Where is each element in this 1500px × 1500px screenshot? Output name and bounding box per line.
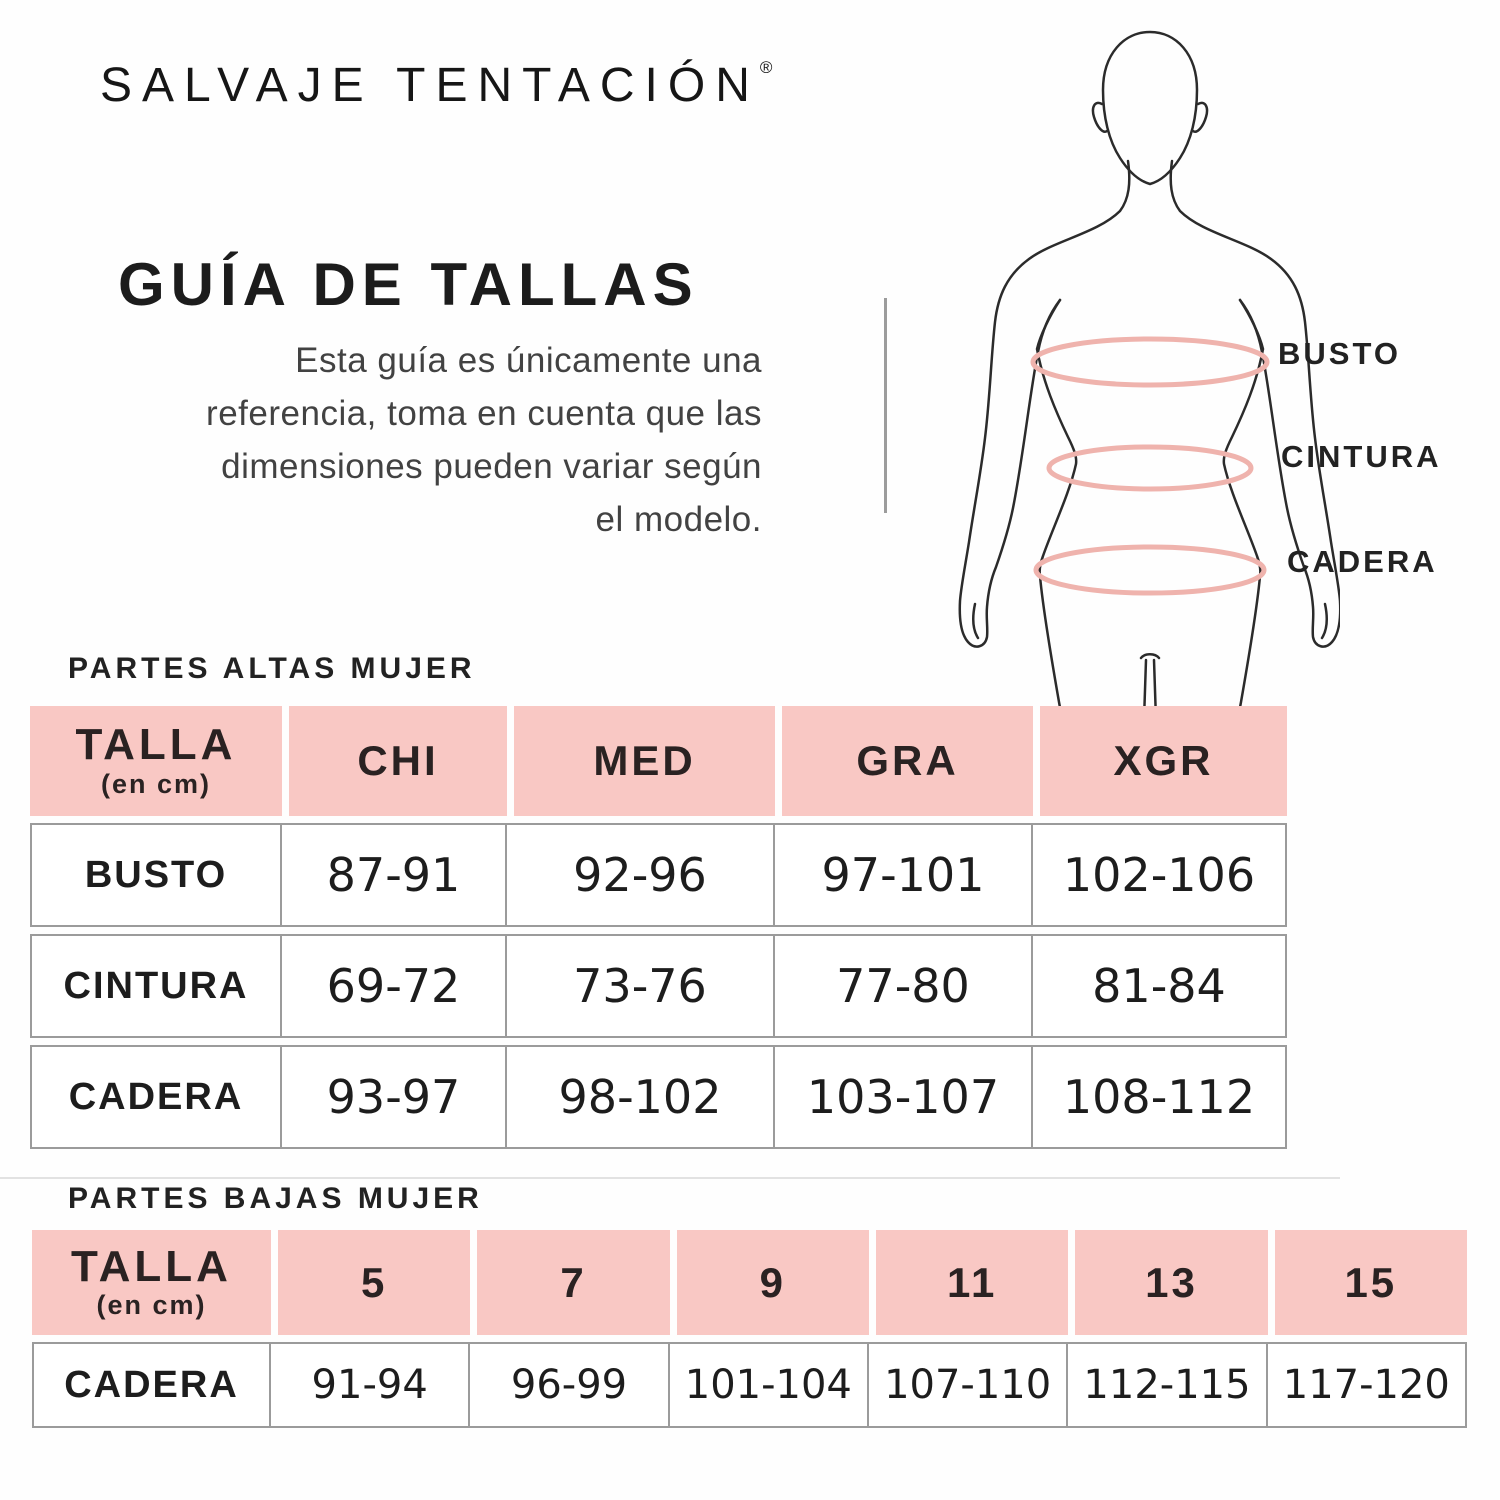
bust-measurement-line — [1030, 336, 1270, 388]
row-label-cell: CADERA — [30, 1045, 282, 1149]
bust-xgr-value: 102-106 — [1062, 848, 1256, 902]
waist-label: CINTURA — [1281, 439, 1442, 474]
size-chi: CHI — [357, 737, 439, 784]
value-cell: 96-99 — [470, 1342, 670, 1428]
waist-chi-value: 69-72 — [326, 959, 461, 1013]
bust-row-label: BUSTO — [84, 853, 228, 896]
value-cell: 101-104 — [669, 1342, 869, 1428]
hip-gra-value: 103-107 — [806, 1070, 1000, 1124]
value-cell: 91-94 — [271, 1342, 471, 1428]
talla-unit-label: (en cm) — [100, 768, 212, 799]
waist-row-label: CINTURA — [63, 964, 249, 1007]
table-row: CADERA 93-97 98-102 103-107 108-112 — [30, 1045, 1287, 1149]
upper-table-header-row: TALLA (en cm) CHI MED GRA XGR — [30, 706, 1287, 816]
hip-xgr-value: 108-112 — [1062, 1070, 1256, 1124]
hip-med-value: 98-102 — [558, 1070, 722, 1124]
size-med: MED — [593, 737, 696, 784]
value-cell: 87-91 — [282, 823, 507, 927]
table-row: CADERA 91-94 96-99 101-104 107-110 112-1… — [32, 1342, 1467, 1428]
waist-gra-value: 77-80 — [836, 959, 970, 1013]
hip-size13-value: 112-115 — [1083, 1362, 1251, 1408]
waist-xgr-value: 81-84 — [1092, 959, 1226, 1013]
value-cell: 102-106 — [1033, 823, 1287, 927]
table-row: BUSTO 87-91 92-96 97-101 102-106 — [30, 823, 1287, 927]
size-13: 13 — [1145, 1258, 1198, 1306]
description-line: referencia, toma en cuenta que las — [206, 394, 762, 433]
talla-label: TALLA — [75, 720, 237, 770]
lower-sizes-table: TALLA (en cm) 5 7 9 11 13 15 CADERA 91-9… — [32, 1230, 1467, 1428]
guide-description: Esta guía es únicamente una referencia, … — [60, 334, 762, 546]
talla-header-cell: TALLA (en cm) — [30, 706, 282, 816]
talla-header-cell: TALLA (en cm) — [32, 1230, 271, 1335]
waist-measurement-line — [1046, 444, 1254, 492]
size-7: 7 — [560, 1258, 587, 1306]
size-15: 15 — [1344, 1258, 1398, 1306]
value-cell: 81-84 — [1033, 934, 1287, 1038]
size-header-cell: 9 — [669, 1230, 869, 1335]
vertical-divider — [884, 298, 887, 513]
upper-table-section-title: PARTES ALTAS MUJER — [68, 652, 476, 685]
size-header-cell: 13 — [1068, 1230, 1268, 1335]
value-cell: 93-97 — [282, 1045, 507, 1149]
size-11: 11 — [946, 1258, 998, 1306]
size-header-cell: MED — [507, 706, 775, 816]
lower-table-header-row: TALLA (en cm) 5 7 9 11 13 15 — [32, 1230, 1467, 1335]
description-line: el modelo. — [595, 500, 762, 539]
hip-label: CADERA — [1287, 544, 1438, 579]
size-header-cell: 5 — [271, 1230, 471, 1335]
size-header-cell: GRA — [775, 706, 1033, 816]
bust-chi-value: 87-91 — [326, 848, 461, 902]
hip-measurement-line — [1033, 544, 1267, 596]
section-divider-rule — [0, 1177, 1340, 1179]
value-cell: 103-107 — [775, 1045, 1033, 1149]
size-xgr: XGR — [1113, 737, 1214, 784]
size-header-cell: 15 — [1267, 1230, 1467, 1335]
brand-name: SALVAJE TENTACIÓN — [100, 59, 760, 112]
value-cell: 98-102 — [507, 1045, 775, 1149]
size-header-cell: 11 — [868, 1230, 1069, 1335]
hip-chi-value: 93-97 — [326, 1070, 461, 1124]
brand-logo: SALVAJE TENTACIÓN® — [100, 58, 772, 113]
value-cell: 117-120 — [1267, 1342, 1467, 1428]
size-5: 5 — [360, 1258, 388, 1306]
value-cell: 97-101 — [775, 823, 1033, 927]
value-cell: 77-80 — [775, 934, 1033, 1038]
bust-label: BUSTO — [1278, 336, 1401, 371]
hip-size7-value: 96-99 — [510, 1362, 628, 1408]
page-title: GUÍA DE TALLAS — [118, 251, 699, 318]
upper-sizes-table: TALLA (en cm) CHI MED GRA XGR BUSTO 87-9… — [30, 706, 1287, 1149]
description-line: Esta guía es únicamente una — [295, 341, 762, 380]
row-label-cell: CADERA — [32, 1342, 271, 1428]
value-cell: 69-72 — [282, 934, 507, 1038]
value-cell: 112-115 — [1068, 1342, 1268, 1428]
talla-label: TALLA — [71, 1241, 232, 1291]
bust-gra-value: 97-101 — [821, 848, 985, 902]
waist-med-value: 73-76 — [573, 959, 707, 1013]
value-cell: 108-112 — [1033, 1045, 1287, 1149]
table-row: CINTURA 69-72 73-76 77-80 81-84 — [30, 934, 1287, 1038]
description-line: dimensiones pueden variar según — [221, 447, 762, 486]
hip-row-label: CADERA — [64, 1363, 239, 1406]
hip-row-label: CADERA — [68, 1075, 244, 1118]
female-body-silhouette-illustration — [958, 30, 1340, 750]
hip-size15-value: 117-120 — [1282, 1362, 1450, 1408]
talla-unit-label: (en cm) — [96, 1290, 207, 1321]
lower-table-section-title: PARTES BAJAS MUJER — [68, 1182, 483, 1215]
value-cell: 73-76 — [507, 934, 775, 1038]
value-cell: 92-96 — [507, 823, 775, 927]
size-gra: GRA — [856, 737, 959, 784]
hip-size11-value: 107-110 — [884, 1362, 1052, 1408]
size-header-cell: CHI — [282, 706, 507, 816]
row-label-cell: CINTURA — [30, 934, 282, 1038]
hip-size9-value: 101-104 — [684, 1362, 852, 1408]
size-9: 9 — [759, 1258, 786, 1306]
registered-trademark: ® — [759, 58, 773, 77]
hip-size5-value: 91-94 — [311, 1362, 428, 1408]
value-cell: 107-110 — [868, 1342, 1069, 1428]
size-header-cell: XGR — [1033, 706, 1287, 816]
row-label-cell: BUSTO — [30, 823, 282, 927]
bust-med-value: 92-96 — [573, 848, 707, 902]
size-header-cell: 7 — [470, 1230, 670, 1335]
